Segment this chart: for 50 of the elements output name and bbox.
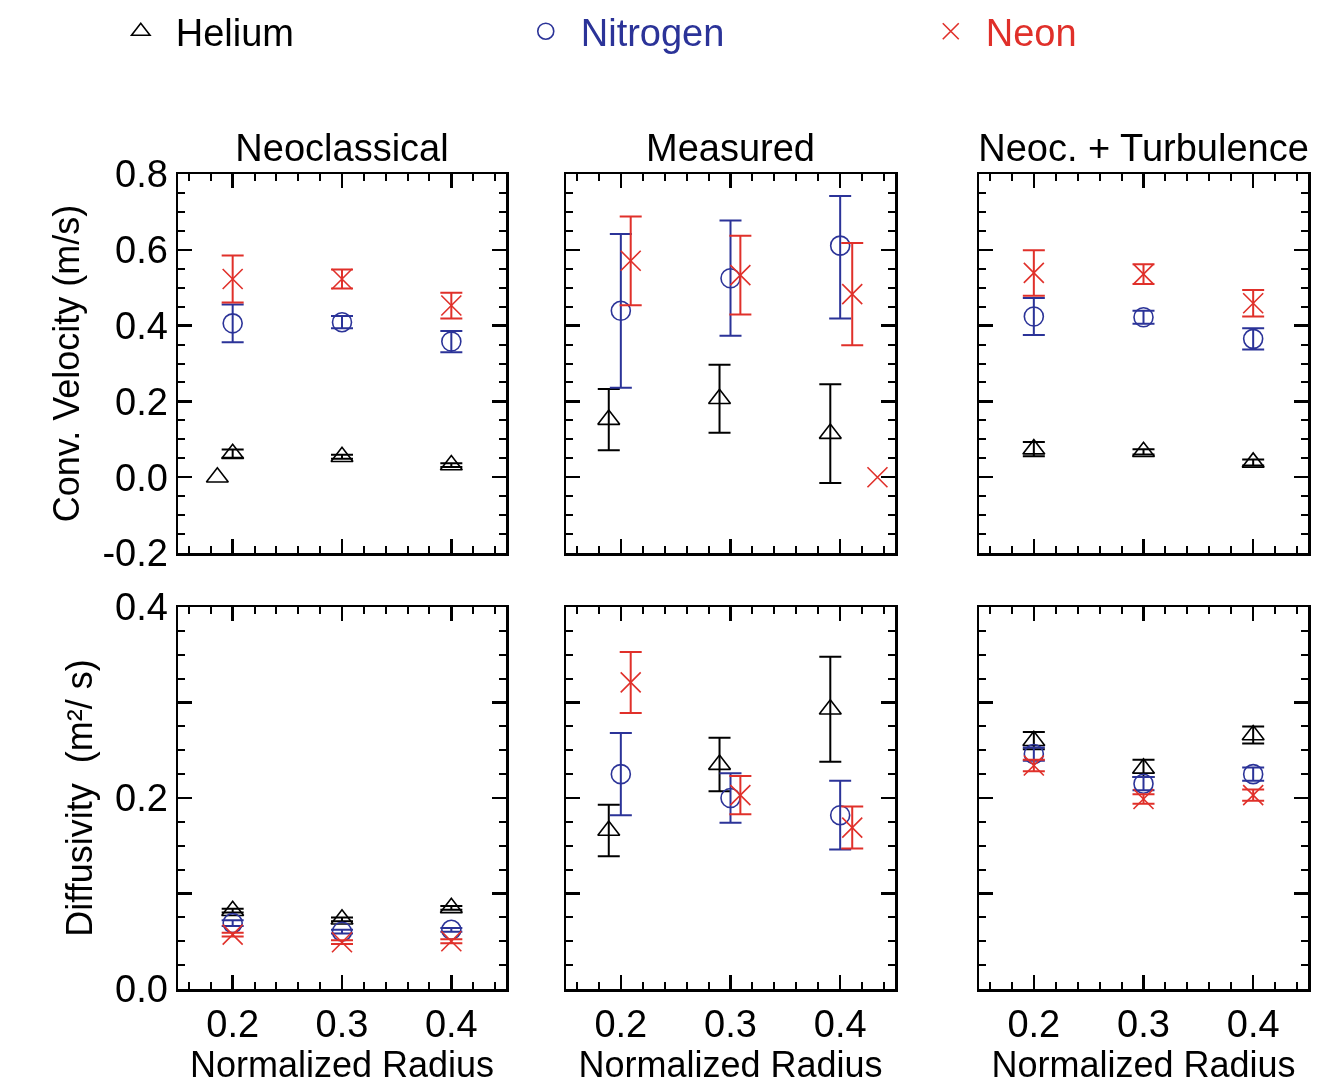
y-tick-label: 0.4 bbox=[115, 586, 168, 629]
point bbox=[330, 446, 354, 463]
x-tick-label: 0.3 bbox=[704, 1003, 757, 1046]
x-axis-title: Normalized Radius bbox=[991, 1044, 1296, 1085]
point bbox=[841, 283, 864, 305]
point bbox=[619, 249, 642, 272]
y-tick-label: 0.0 bbox=[115, 968, 168, 1011]
point bbox=[1132, 788, 1155, 810]
point bbox=[221, 268, 244, 290]
x-tick-label: 0.4 bbox=[1226, 1003, 1280, 1046]
y-tick-label: 0.6 bbox=[115, 229, 168, 272]
point bbox=[1242, 784, 1264, 806]
point bbox=[597, 820, 621, 837]
point bbox=[1023, 262, 1045, 284]
x-tick-label: 0.3 bbox=[1117, 1003, 1170, 1046]
y-tick-label: 0.0 bbox=[115, 456, 168, 499]
x-tick-label: 0.2 bbox=[1007, 1003, 1061, 1046]
point bbox=[331, 311, 353, 333]
x-axis-title: Normalized Radius bbox=[189, 1044, 495, 1085]
y-tick-label: 0.2 bbox=[115, 380, 168, 423]
y-axis-title: Conv. Velocity (m/s) bbox=[46, 204, 88, 523]
point bbox=[841, 816, 864, 839]
chart-title: Neoc. + Turbulence bbox=[978, 127, 1309, 170]
y-tick-label: 0.8 bbox=[115, 153, 168, 196]
y-tick-label: 0.2 bbox=[115, 777, 168, 820]
point bbox=[619, 671, 642, 694]
point bbox=[597, 409, 621, 426]
y-tick-label: 0.4 bbox=[115, 304, 168, 347]
point bbox=[1241, 724, 1265, 741]
y-tick-label: -0.2 bbox=[102, 532, 168, 575]
y-axis-title: Diffusivity (m²/ s) bbox=[58, 659, 100, 937]
point bbox=[1023, 306, 1045, 327]
point bbox=[222, 313, 243, 334]
chart-title: Neoclassical bbox=[235, 127, 449, 170]
point bbox=[829, 804, 851, 826]
legend-label: Neon bbox=[985, 12, 1077, 55]
x-axis-title: Normalized Radius bbox=[578, 1044, 883, 1085]
legend-label: Helium bbox=[175, 12, 295, 55]
chart-title: Measured bbox=[646, 127, 815, 170]
point bbox=[829, 235, 851, 256]
point bbox=[729, 264, 752, 286]
x-tick-label: 0.2 bbox=[206, 1003, 260, 1046]
x-tick-label: 0.3 bbox=[315, 1003, 369, 1046]
legend-label: Nitrogen bbox=[580, 12, 725, 55]
x-tick-label: 0.2 bbox=[594, 1003, 648, 1046]
x-tick-label: 0.4 bbox=[424, 1003, 478, 1046]
x-tick-label: 0.4 bbox=[813, 1003, 867, 1046]
point bbox=[610, 300, 632, 322]
point bbox=[729, 784, 752, 806]
point bbox=[610, 763, 632, 785]
